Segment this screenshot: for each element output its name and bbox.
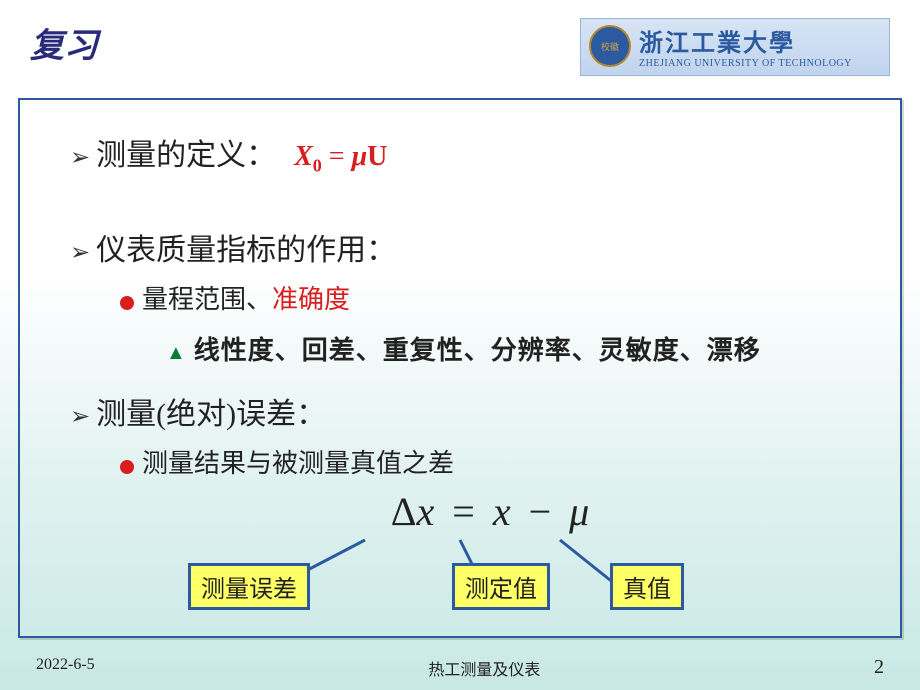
sub-bullet-error-def: 测量结果与被测量真值之差 bbox=[120, 443, 870, 480]
slide-footer: 2022-6-5 热工测量及仪表 2 bbox=[0, 656, 920, 680]
footer-page-number: 2 bbox=[874, 656, 884, 680]
dot-icon bbox=[120, 460, 134, 474]
error-def-text: 测量结果与被测量真值之差 bbox=[142, 443, 454, 480]
error-label: 测量(绝对)误差： bbox=[96, 389, 326, 433]
sub-bullet-range: 量程范围、准确度 bbox=[120, 279, 870, 316]
content-frame: ➢ 测量的定义： X0 = μU ➢ 仪表质量指标的作用： 量程范围、准确度 ▲… bbox=[18, 98, 902, 638]
bullet-error: ➢ 测量(绝对)误差： bbox=[70, 389, 870, 433]
dot-icon bbox=[120, 296, 134, 310]
bullet-quality: ➢ 仪表质量指标的作用： bbox=[70, 225, 870, 269]
logo-seal-icon: 校徽 bbox=[589, 25, 631, 67]
label-measured-value: 测定值 bbox=[452, 563, 550, 610]
definition-label: 测量的定义： bbox=[96, 130, 276, 174]
page-title: 复习 bbox=[30, 18, 98, 67]
definition-formula: X0 = μU bbox=[294, 141, 387, 177]
chevron-icon: ➢ bbox=[70, 143, 90, 172]
footer-title: 热工测量及仪表 bbox=[95, 656, 874, 680]
arrow-lines bbox=[20, 100, 900, 636]
sub-bullet-linearity: ▲ 线性度、回差、重复性、分辨率、灵敏度、漂移 bbox=[166, 330, 870, 367]
logo-chinese: 浙江工業大學 bbox=[639, 23, 852, 58]
chevron-icon: ➢ bbox=[70, 238, 90, 267]
label-measurement-error: 测量误差 bbox=[188, 563, 310, 610]
quality-label: 仪表质量指标的作用： bbox=[96, 225, 396, 269]
error-formula: Δx = x − μ bbox=[110, 488, 870, 535]
university-logo: 校徽 浙江工業大學 ZHEJIANG UNIVERSITY OF TECHNOL… bbox=[580, 18, 890, 76]
range-text: 量程范围、准确度 bbox=[142, 279, 350, 316]
linearity-text: 线性度、回差、重复性、分辨率、灵敏度、漂移 bbox=[194, 330, 761, 367]
bullet-definition: ➢ 测量的定义： X0 = μU bbox=[70, 130, 870, 177]
label-true-value: 真值 bbox=[610, 563, 684, 610]
chevron-icon: ➢ bbox=[70, 402, 90, 431]
footer-date: 2022-6-5 bbox=[36, 656, 95, 680]
triangle-icon: ▲ bbox=[166, 342, 186, 365]
logo-english: ZHEJIANG UNIVERSITY OF TECHNOLOGY bbox=[639, 58, 852, 69]
